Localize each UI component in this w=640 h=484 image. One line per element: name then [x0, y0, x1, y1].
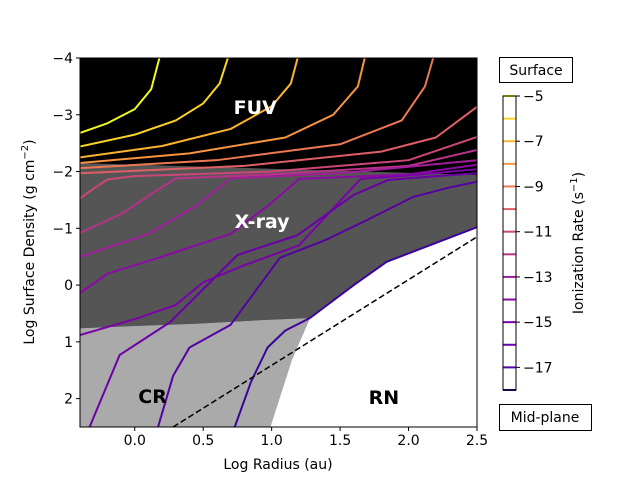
- contour-line-neg6: [80, 58, 229, 148]
- axes: 0.0 0.5 1.0 1.5 2.0 2.5 −4 −3 −2 −1 0 1 2: [52, 51, 488, 449]
- contour-line-neg15: [80, 168, 477, 336]
- region-label-x-ray: X-ray: [235, 211, 291, 233]
- contour-line-neg10: [80, 106, 477, 175]
- y-tick-label: −4: [52, 51, 73, 67]
- y-tick-label: 0: [64, 278, 73, 294]
- region-label-fuv: FUV: [234, 97, 277, 119]
- rn-region: [270, 227, 477, 427]
- x-tick-label: 1.0: [261, 433, 283, 449]
- y-tick-label: −1: [52, 221, 73, 237]
- colorbar-tick-label: −11: [523, 225, 553, 241]
- x-tick-label: 0.0: [124, 433, 146, 449]
- colorbar-tick-label: −7: [523, 134, 544, 150]
- x-axis-label: Log Radius (au): [223, 457, 332, 473]
- dashed-boundary-line: [172, 236, 477, 427]
- colorbar: −5 −7 −9 −11 −13 −15 −17: [502, 89, 553, 391]
- region-label-cr: CR: [138, 386, 167, 408]
- midplane-label-box: Mid-plane: [499, 404, 592, 431]
- surface-label: Surface: [509, 63, 562, 79]
- colorbar-frame: [502, 95, 517, 391]
- colorbar-label: Ionization Rate (s−1): [569, 172, 587, 314]
- y-axis-label: Log Surface Density (g cm−2): [20, 139, 38, 344]
- colorbar-tick-label: −15: [523, 315, 553, 331]
- contour-line-neg17: [157, 180, 477, 427]
- x-tick-label: 1.5: [329, 433, 351, 449]
- contour-line-neg13: [80, 159, 477, 258]
- colorbar-background: [503, 96, 516, 390]
- contour-line-neg7: [80, 58, 299, 159]
- colorbar-tick-label: −9: [523, 179, 544, 195]
- plot-area: FUV X-ray CR RN: [80, 58, 477, 427]
- contour-line-neg14: [80, 163, 477, 294]
- x-tick-label: 2.0: [397, 433, 419, 449]
- contour-line-neg8: [80, 58, 366, 165]
- colorbar-tick-label: −13: [523, 270, 553, 286]
- y-tick-label: 2: [64, 392, 73, 408]
- colorbar-tick-label: −17: [523, 360, 553, 376]
- midplane-label: Mid-plane: [511, 410, 580, 426]
- y-tick-label: 1: [64, 335, 73, 351]
- x-tick-label: 0.5: [192, 433, 214, 449]
- surface-label-box: Surface: [499, 57, 573, 83]
- y-tick-label: −3: [52, 108, 73, 124]
- y-tick-label: −2: [52, 165, 73, 181]
- cr-region: [80, 318, 310, 427]
- contour-line-neg9: [80, 58, 435, 170]
- xray-region: [80, 163, 477, 329]
- axes-frame: [79, 57, 478, 428]
- contour-line-neg5: [80, 58, 161, 134]
- contour-line-neg11: [80, 135, 477, 200]
- x-tick-label: 2.5: [466, 433, 488, 449]
- region-label-rn: RN: [369, 387, 400, 409]
- contour-line-neg16: [88, 172, 477, 427]
- colorbar-tick-label: −5: [523, 89, 544, 105]
